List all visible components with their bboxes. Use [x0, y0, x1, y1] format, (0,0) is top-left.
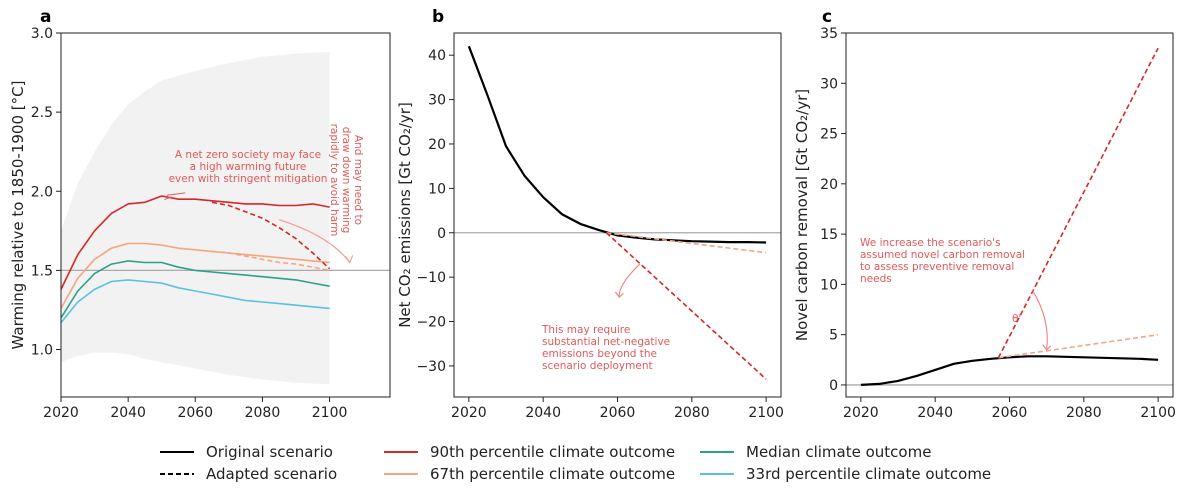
- panel-b-annotation: This may require substantial net-negativ…: [541, 324, 670, 372]
- panel-a-frame: [60, 32, 391, 398]
- panel-c-ytick-label: 5: [829, 328, 838, 344]
- panel-c-xtick-label: 2040: [917, 405, 953, 421]
- annot-c-line4: needs: [860, 273, 892, 285]
- annot-b-line3: emissions beyond the: [542, 348, 657, 360]
- panel-b-xtick-label: 2040: [525, 405, 561, 421]
- panel-c-ytick-label: 20: [820, 177, 838, 193]
- panel-b-ytick-label: 0: [437, 226, 446, 242]
- panel-a-xtick-label: 2040: [110, 405, 146, 421]
- panel-letter-b: b: [432, 7, 444, 27]
- panel-c-series-original-solid: [860, 355, 1159, 386]
- panel-c-annotation: We increase the scenario's assumed novel…: [860, 237, 1025, 325]
- panel-b-ytick-label: −30: [416, 359, 446, 375]
- panel-a-uncertainty-band: [61, 51, 330, 385]
- panel-b-series-original-solid: [467, 45, 767, 244]
- panel-b-ytick-label: −10: [416, 270, 446, 286]
- annot-b-line4: scenario deployment: [542, 360, 653, 372]
- annot-c-line1: We increase the scenario's: [860, 237, 1001, 249]
- panel-b-series-p67-dashed: [606, 232, 767, 254]
- panel-a-xtick-label: 2100: [312, 405, 348, 421]
- legend-label-5: 33rd percentile climate outcome: [746, 465, 991, 483]
- panel-a-xtick-label: 2020: [43, 405, 79, 421]
- panel-b-ylabel: Net CO₂ emissions [Gt CO₂/yr]: [396, 102, 414, 328]
- panel-c-ylabel: Novel carbon removal [Gt CO₂/yr]: [793, 89, 811, 341]
- panel-b-arrow: [618, 263, 641, 298]
- annot-a-vert2: draw down warming: [340, 127, 352, 234]
- panel-c-ytick-label: 25: [820, 127, 838, 143]
- legend-label-2: 90th percentile climate outcome: [430, 443, 675, 461]
- annot-a-line1: A net zero society may face: [175, 149, 321, 161]
- annot-a-line2: a high warming future: [190, 161, 307, 173]
- panel-c-plot: 2020 2040 2060 2080 2100 0 5 10 15 20 25 30 35: [820, 26, 1176, 421]
- panel-b-series-p90-dashed: [605, 232, 767, 380]
- panel-b-ytick-label: 30: [428, 93, 446, 109]
- panel-c-ytick-label: 15: [820, 227, 838, 243]
- panel-a-series-p33-solid: [60, 279, 330, 324]
- panel-c-ytick-label: 0: [829, 378, 838, 394]
- panel-a-ytick-label: 2.0: [31, 184, 53, 200]
- legend: Original scenario Adapted scenario 90th pe…: [160, 443, 991, 483]
- panel-c-series-p67-dashed: [998, 333, 1159, 359]
- panel-c-ytick-label: 30: [820, 76, 838, 92]
- panel-c-angle-arc: [1032, 290, 1048, 350]
- panel-b-plot: 2020 2040 2060 2080 2100 −30 −20 −10 0 10 20 30 40: [416, 32, 784, 421]
- legend-label-4: Median climate outcome: [746, 443, 931, 461]
- panel-c-angle-arrowhead: [1042, 344, 1052, 351]
- panel-c-xtick-label: 2100: [1140, 405, 1176, 421]
- panel-b-xtick-label: 2020: [451, 405, 487, 421]
- panel-a-arrow-left: [164, 196, 172, 201]
- panel-b-ytick-label: 40: [428, 48, 446, 64]
- legend-label-0: Original scenario: [206, 443, 333, 461]
- panel-a-xtick-label: 2060: [177, 405, 213, 421]
- panel-c-series-p90-dashed: [997, 47, 1159, 359]
- panel-letter-a: a: [40, 7, 51, 27]
- panel-a-annotation-right: And may need to draw down warming rapidl…: [328, 124, 364, 237]
- panel-a-ylabel: Warming relative to 1850-1900 [°C]: [9, 81, 27, 350]
- panel-b-xtick-label: 2100: [748, 405, 784, 421]
- panel-a-plot: 2020 2040 2060 2080 2100 1.0 1.5 2.0 2.5 3.0: [31, 26, 391, 421]
- panel-a-series-p90-solid: [60, 195, 330, 290]
- panel-a-arrow-left-line: [166, 192, 186, 196]
- panel-c-xtick-label: 2020: [843, 405, 879, 421]
- panel-c-xtick-label: 2080: [1066, 405, 1102, 421]
- annot-b-line2: substantial net-negative: [542, 336, 670, 348]
- panel-a-xtick-label: 2080: [245, 405, 281, 421]
- annot-a-vert1: And may need to: [352, 135, 364, 225]
- panel-c-ytick-label: 35: [820, 26, 838, 42]
- legend-label-1: Adapted scenario: [206, 465, 337, 483]
- panel-a-ytick-label: 2.5: [31, 105, 53, 121]
- panel-c-ytick-label: 10: [820, 277, 838, 293]
- panel-a-series-median-solid: [60, 260, 330, 319]
- panel-b-xtick-label: 2080: [674, 405, 710, 421]
- panel-a-series-p67-solid: [60, 242, 330, 309]
- annot-c-theta: θ': [1012, 313, 1021, 325]
- panel-a-series-p90-dashed: [211, 201, 331, 270]
- panel-c-xtick-label: 2060: [992, 405, 1028, 421]
- annot-c-line2: assumed novel carbon removal: [860, 249, 1025, 261]
- annot-a-line3: even with stringent mitigation: [169, 173, 328, 185]
- panel-b-arrowhead: [614, 291, 624, 298]
- panel-b-ytick-label: 20: [428, 137, 446, 153]
- panel-a-ytick-label: 3.0: [31, 26, 53, 42]
- panel-a-arrowhead-right: [345, 255, 354, 264]
- panel-a-arrow-right: [279, 219, 351, 263]
- panel-c-frame: [845, 32, 1174, 398]
- panel-b-ytick-label: −20: [416, 315, 446, 331]
- panel-a-ytick-label: 1.0: [31, 343, 53, 359]
- legend-label-3: 67th percentile climate outcome: [430, 465, 675, 483]
- panel-b-xtick-label: 2060: [600, 405, 636, 421]
- panel-a-ytick-label: 1.5: [31, 263, 53, 279]
- annot-c-line3: to assess preventive removal: [860, 261, 1014, 273]
- annot-a-vert3: rapidly to avoid harm: [328, 124, 340, 237]
- panel-a-annotation-left: A net zero society may face a high warmi…: [169, 149, 328, 185]
- panel-a-series-p67-dashed: [212, 250, 330, 272]
- panel-letter-c: c: [822, 7, 832, 27]
- annot-b-line1: This may require: [541, 324, 630, 336]
- panel-b-ytick-label: 10: [428, 181, 446, 197]
